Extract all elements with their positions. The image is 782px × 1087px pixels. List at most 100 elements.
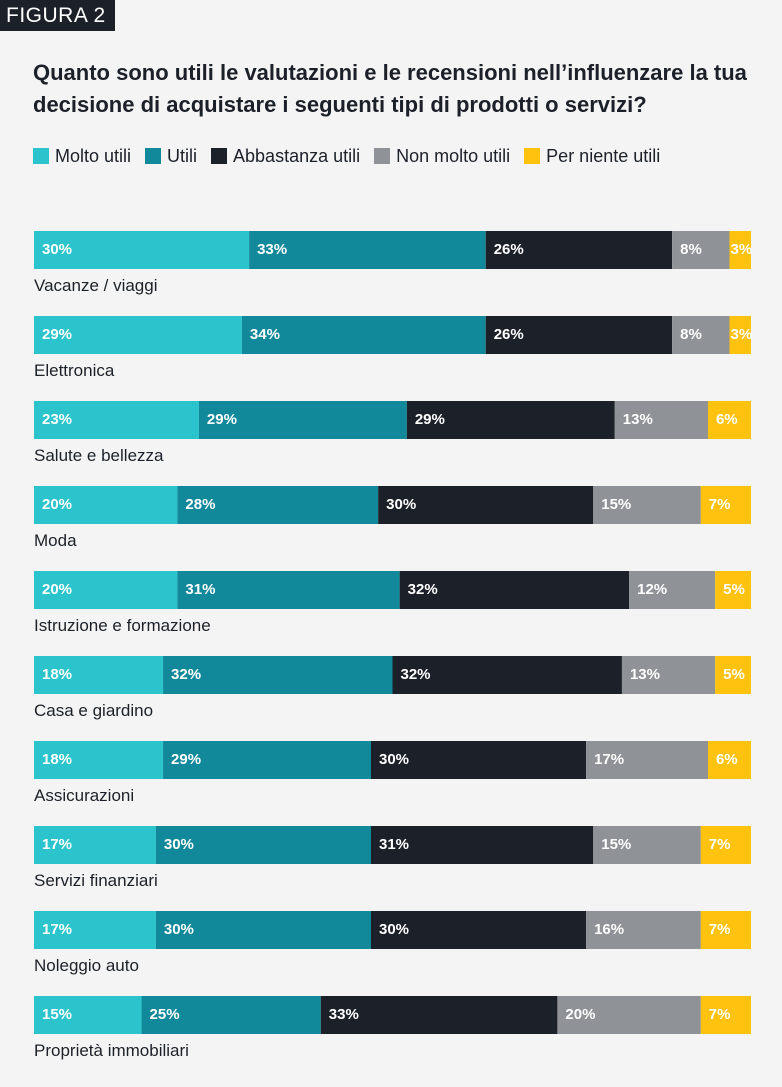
bar-segment [700, 826, 751, 864]
data-label: 16% [594, 921, 624, 938]
data-label: 23% [42, 411, 72, 428]
bar-segment [707, 741, 751, 779]
bar-segment [34, 826, 156, 864]
bar-segment [485, 231, 673, 269]
data-label: 13% [630, 666, 660, 683]
data-label: 29% [207, 411, 237, 428]
bar-segment [629, 571, 716, 609]
data-label: 3% [730, 326, 752, 343]
data-label: 18% [42, 751, 72, 768]
bar-segment [198, 401, 407, 439]
data-label: 8% [680, 241, 702, 258]
bar-segment [370, 911, 587, 949]
bar-segment [700, 996, 751, 1034]
bar-segment [34, 911, 156, 949]
data-label: 17% [42, 836, 72, 853]
category-label: Istruzione e formazione [34, 616, 211, 635]
bar-segment [485, 316, 673, 354]
category-label: Servizi finanziari [34, 871, 158, 890]
category-label: Moda [34, 531, 77, 550]
data-label: 17% [594, 751, 624, 768]
data-label: 15% [601, 496, 631, 513]
data-label: 29% [415, 411, 445, 428]
data-label: 30% [386, 496, 416, 513]
category-label: Casa e giardino [34, 701, 153, 720]
bar-segment [672, 231, 730, 269]
legend-item: Molto utili [33, 145, 131, 167]
legend-item: Per niente utili [524, 145, 660, 167]
legend-item: Non molto utili [374, 145, 510, 167]
category-label: Salute e bellezza [34, 446, 164, 465]
bar-segment [34, 571, 178, 609]
data-label: 15% [601, 836, 631, 853]
bar-segment [34, 656, 164, 694]
chart-title: Quanto sono utili le valutazioni e le re… [33, 60, 747, 117]
category-label: Proprietà immobiliari [34, 1041, 189, 1060]
legend-label: Per niente utili [546, 146, 661, 166]
data-label: 6% [716, 751, 738, 768]
bar-segment [700, 911, 751, 949]
data-label: 20% [565, 1006, 595, 1023]
legend-label: Utili [167, 146, 198, 166]
bar-segment [614, 401, 708, 439]
bar-segment [34, 401, 199, 439]
data-label: 17% [42, 921, 72, 938]
bar-segment [34, 741, 164, 779]
bar-segment [729, 316, 751, 354]
data-label: 33% [257, 241, 287, 258]
data-label: 30% [164, 836, 194, 853]
bar-segment [141, 996, 321, 1034]
data-label: 8% [680, 326, 702, 343]
bar-segment [586, 911, 701, 949]
chart-legend: Molto utili Utili Abbastanza utili Non molt… [33, 145, 674, 167]
bar-segment [406, 401, 615, 439]
data-label: 32% [171, 666, 201, 683]
data-label: 20% [42, 496, 72, 513]
bar-segment [729, 231, 751, 269]
bar-segment [593, 826, 701, 864]
data-label: 25% [150, 1006, 180, 1023]
legend-label: Non molto utili [396, 146, 511, 166]
bar-segment [163, 656, 393, 694]
legend-swatch [211, 148, 228, 164]
legend-swatch [33, 148, 49, 164]
data-label: 30% [379, 751, 409, 768]
legend-swatch [374, 148, 391, 164]
category-label: Elettronica [34, 361, 115, 380]
data-label: 13% [623, 411, 653, 428]
bar-segment [672, 316, 730, 354]
legend-swatch [524, 148, 541, 164]
data-label: 7% [709, 836, 731, 853]
bar-segment [370, 741, 587, 779]
bar-segment [700, 486, 751, 524]
data-label: 30% [42, 241, 72, 258]
bar-segment [586, 741, 708, 779]
bar-segment [399, 571, 630, 609]
data-label: 33% [329, 1006, 359, 1023]
data-label: 31% [379, 836, 409, 853]
bar-segment [370, 826, 594, 864]
bar-segment [34, 231, 250, 269]
legend-item: Utili [145, 145, 197, 167]
data-label: 3% [730, 241, 752, 258]
data-label: 6% [716, 411, 738, 428]
legend-swatch [145, 148, 162, 164]
category-label: Vacanze / viaggi [34, 276, 157, 295]
legend-item: Abbastanza utili [211, 145, 360, 167]
bar-segment [621, 656, 716, 694]
category-label: Noleggio auto [34, 956, 139, 975]
bar-segment [163, 741, 371, 779]
bar-segment [320, 996, 558, 1034]
data-label: 29% [42, 326, 72, 343]
bar-segment [177, 486, 379, 524]
bar-segment [707, 401, 751, 439]
data-label: 34% [250, 326, 280, 343]
bar-segment [34, 486, 178, 524]
bar-segment [557, 996, 701, 1034]
data-label: 7% [709, 496, 731, 513]
data-label: 15% [42, 1006, 72, 1023]
data-label: 30% [164, 921, 194, 938]
bar-segment [593, 486, 701, 524]
bar-segment [392, 656, 622, 694]
